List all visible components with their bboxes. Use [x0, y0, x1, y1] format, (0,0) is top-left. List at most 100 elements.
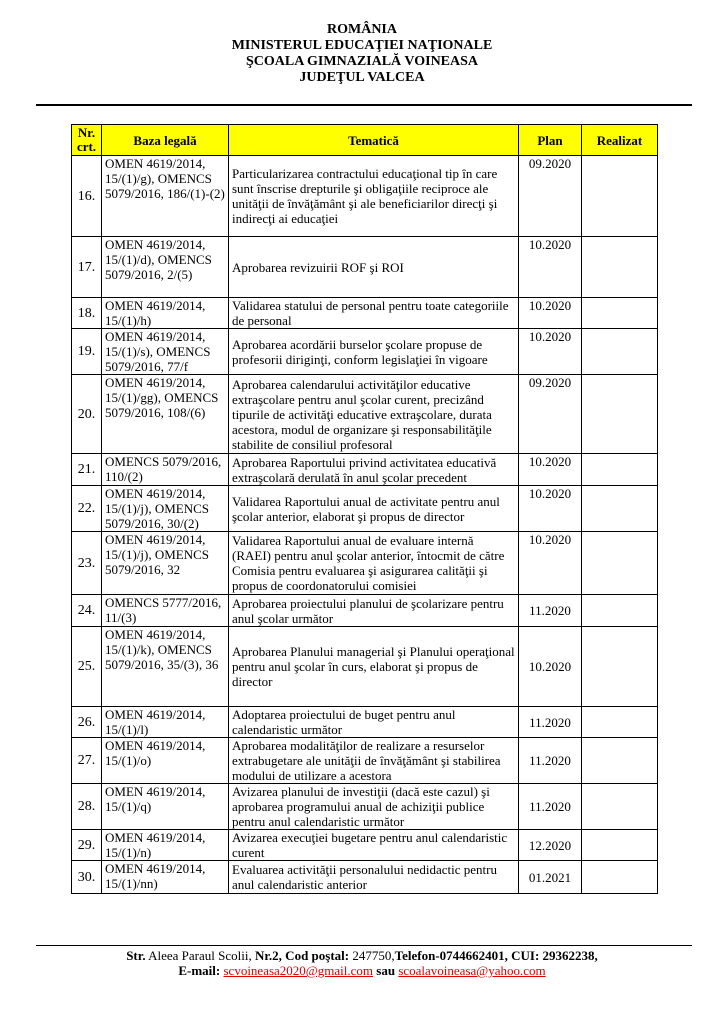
table-row: 25. OMEN 4619/2014, 15/(1)/k), OMENCS 507…	[71, 626, 658, 707]
plan-table: Nr. crt. Baza legală Tematică Plan Reali…	[71, 124, 658, 894]
topic: Aprobarea acordării burselor şcolare pro…	[228, 328, 519, 375]
topic: Avizarea execuţiei bugetare pentru anul …	[228, 829, 519, 861]
table-row: 18. OMEN 4619/2014, 15/(1)/h) Validarea st…	[71, 297, 658, 329]
legal-basis: OMENCS 5079/2016, 110/(2)	[101, 453, 229, 486]
or-text: sau	[376, 963, 396, 978]
footer-email-line: E-mail: scvoineasa2020@gmail.com sau sco…	[0, 963, 724, 978]
footer-divider	[36, 945, 692, 946]
realizat-cell	[581, 374, 658, 454]
topic: Validarea Raportului anual de activitate…	[228, 485, 519, 532]
header-country: ROMÂNIA	[327, 22, 397, 37]
topic: Evaluarea activităţii personalului nedid…	[228, 860, 519, 894]
realizat-cell	[581, 297, 658, 329]
row-number: 22.	[71, 485, 102, 532]
realizat-cell	[581, 783, 658, 830]
table-row: 29. OMEN 4619/2014, 15/(1)/n) Avizarea exe…	[71, 829, 658, 861]
plan-date: 11.2020	[518, 706, 582, 738]
legal-basis: OMEN 4619/2014, 15/(1)/o)	[101, 737, 229, 784]
realizat-cell	[581, 155, 658, 237]
document-header: ROMÂNIA MINISTERUL EDUCAŢIEI NAŢIONALE Ş…	[0, 22, 724, 86]
plan-date: 10.2020	[518, 297, 582, 329]
table-row: 24. OMENCS 5777/2016, 11/(3) Aprobarea pro…	[71, 594, 658, 627]
topic: Aprobarea proiectului planului de şcolar…	[228, 594, 519, 627]
legal-basis: OMEN 4619/2014, 15/(1)/d), OMENCS 5079/2…	[101, 236, 229, 298]
col-header-realizat: Realizat	[581, 124, 658, 156]
row-number: 27.	[71, 737, 102, 784]
realizat-cell	[581, 706, 658, 738]
topic: Aprobarea revizuirii ROF şi ROI	[228, 236, 519, 298]
legal-basis: OMEN 4619/2014, 15/(1)/g), OMENCS 5079/2…	[101, 155, 229, 237]
postal-code: 247750,	[349, 948, 395, 963]
email-link-yahoo[interactable]: scoalavoineasa@yahoo.com	[398, 963, 546, 978]
legal-basis: OMEN 4619/2014, 15/(1)/j), OMENCS 5079/2…	[101, 485, 229, 532]
street-value: Aleea Paraul Scolii,	[145, 948, 255, 963]
realizat-cell	[581, 860, 658, 894]
plan-date: 10.2020	[518, 531, 582, 595]
plan-date: 10.2020	[518, 328, 582, 375]
col-header-nr: Nr. crt.	[71, 124, 102, 156]
row-number: 26.	[71, 706, 102, 738]
legal-basis: OMEN 4619/2014, 15/(1)/k), OMENCS 5079/2…	[101, 626, 229, 707]
table-row: 22. OMEN 4619/2014, 15/(1)/j), OMENCS 507…	[71, 485, 658, 532]
table-row: 19. OMEN 4619/2014, 15/(1)/s), OMENCS 507…	[71, 328, 658, 375]
topic: Aprobarea Raportului privind activitatea…	[228, 453, 519, 486]
realizat-cell	[581, 737, 658, 784]
row-number: 18.	[71, 297, 102, 329]
topic: Aprobarea calendarului activităţilor edu…	[228, 374, 519, 454]
row-number: 25.	[71, 626, 102, 707]
header-ministry: MINISTERUL EDUCAŢIEI NAŢIONALE	[231, 38, 493, 53]
plan-date: 11.2020	[518, 594, 582, 627]
realizat-cell	[581, 594, 658, 627]
topic: Validarea statului de personal pentru to…	[228, 297, 519, 329]
legal-basis: OMENCS 5777/2016, 11/(3)	[101, 594, 229, 627]
footer-address-line: Str. Aleea Paraul Scolii, Nr.2, Cod poşt…	[0, 948, 724, 963]
street-label: Str.	[126, 948, 146, 963]
table-row: 28. OMEN 4619/2014, 15/(1)/q) Avizarea pla…	[71, 783, 658, 830]
realizat-cell	[581, 626, 658, 707]
topic: Avizarea planului de investiţii (dacă es…	[228, 783, 519, 830]
plan-date: 09.2020	[518, 155, 582, 237]
realizat-cell	[581, 531, 658, 595]
table-row: 20. OMEN 4619/2014, 15/(1)/gg), OMENCS 50…	[71, 374, 658, 454]
row-number: 19.	[71, 328, 102, 375]
plan-date: 09.2020	[518, 374, 582, 454]
header-county: JUDEŢUL VALCEA	[299, 70, 425, 85]
plan-date: 10.2020	[518, 453, 582, 486]
table-row: 17. OMEN 4619/2014, 15/(1)/d), OMENCS 507…	[71, 236, 658, 298]
row-number: 21.	[71, 453, 102, 486]
plan-date: 11.2020	[518, 783, 582, 830]
row-number: 20.	[71, 374, 102, 454]
legal-basis: OMEN 4619/2014, 15/(1)/h)	[101, 297, 229, 329]
topic: Aprobarea modalităţilor de realizare a r…	[228, 737, 519, 784]
row-number: 30.	[71, 860, 102, 894]
realizat-cell	[581, 236, 658, 298]
row-number: 16.	[71, 155, 102, 237]
topic: Adoptarea proiectului de buget pentru an…	[228, 706, 519, 738]
col-header-baza: Baza legală	[101, 124, 229, 156]
col-header-plan: Plan	[518, 124, 582, 156]
realizat-cell	[581, 453, 658, 486]
email-link-gmail[interactable]: scvoineasa2020@gmail.com	[223, 963, 374, 978]
table-row: 21. OMENCS 5079/2016, 110/(2) Aprobarea Ra…	[71, 453, 658, 486]
legal-basis: OMEN 4619/2014, 15/(1)/gg), OMENCS 5079/…	[101, 374, 229, 454]
realizat-cell	[581, 328, 658, 375]
legal-basis: OMEN 4619/2014, 15/(1)/n)	[101, 829, 229, 861]
table-header-row: Nr. crt. Baza legală Tematică Plan Reali…	[71, 124, 658, 156]
plan-date: 10.2020	[518, 485, 582, 532]
legal-basis: OMEN 4619/2014, 15/(1)/q)	[101, 783, 229, 830]
legal-basis: OMEN 4619/2014, 15/(1)/s), OMENCS 5079/2…	[101, 328, 229, 375]
plan-date: 01.2021	[518, 860, 582, 894]
header-divider	[36, 104, 692, 106]
topic: Validarea Raportului anual de evaluare i…	[228, 531, 519, 595]
row-number: 29.	[71, 829, 102, 861]
row-number: 23.	[71, 531, 102, 595]
table-row: 16. OMEN 4619/2014, 15/(1)/g), OMENCS 507…	[71, 155, 658, 237]
table-row: 23. OMEN 4619/2014, 15/(1)/j), OMENCS 507…	[71, 531, 658, 595]
topic: Particularizarea contractului educaţiona…	[228, 155, 519, 237]
nr-postal-label: Nr.2, Cod poştal:	[254, 948, 350, 963]
row-number: 24.	[71, 594, 102, 627]
topic: Aprobarea Planului managerial şi Planulu…	[228, 626, 519, 707]
header-school: ŞCOALA GIMNAZIALĂ VOINEASA	[245, 54, 479, 69]
document-footer: Str. Aleea Paraul Scolii, Nr.2, Cod poşt…	[0, 948, 724, 978]
row-number: 28.	[71, 783, 102, 830]
